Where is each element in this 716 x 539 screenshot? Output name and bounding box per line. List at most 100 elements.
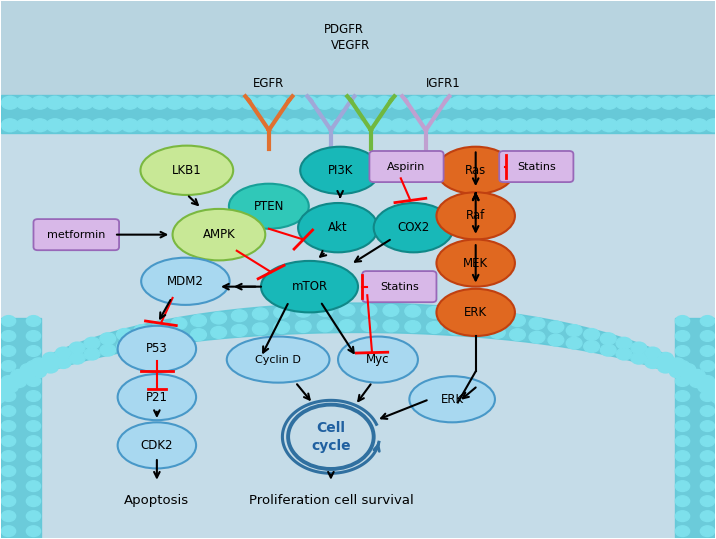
Circle shape <box>660 119 677 132</box>
Bar <box>675 318 715 537</box>
Circle shape <box>316 96 333 109</box>
Circle shape <box>556 96 573 109</box>
Circle shape <box>317 320 333 332</box>
Circle shape <box>20 371 36 383</box>
Circle shape <box>450 96 468 109</box>
Circle shape <box>26 451 41 461</box>
Circle shape <box>495 119 513 132</box>
Circle shape <box>361 320 377 331</box>
Ellipse shape <box>300 147 380 194</box>
Circle shape <box>26 345 41 356</box>
Circle shape <box>77 96 93 109</box>
Text: Ras: Ras <box>465 164 486 177</box>
Circle shape <box>43 353 58 364</box>
Circle shape <box>705 382 716 393</box>
Circle shape <box>47 119 64 132</box>
Circle shape <box>1 345 16 356</box>
Circle shape <box>480 119 498 132</box>
Circle shape <box>11 369 26 381</box>
Circle shape <box>106 96 123 109</box>
Circle shape <box>69 342 85 354</box>
Circle shape <box>0 394 1 406</box>
Circle shape <box>658 361 673 373</box>
Circle shape <box>480 96 498 109</box>
Circle shape <box>271 119 288 132</box>
Circle shape <box>450 119 468 132</box>
Circle shape <box>1 496 16 507</box>
Circle shape <box>406 119 423 132</box>
Circle shape <box>62 96 79 109</box>
Circle shape <box>631 119 647 132</box>
Circle shape <box>271 96 288 109</box>
Circle shape <box>405 321 420 333</box>
Circle shape <box>675 436 690 446</box>
Circle shape <box>645 357 661 368</box>
Circle shape <box>631 96 647 109</box>
Circle shape <box>383 305 399 316</box>
Circle shape <box>490 312 505 324</box>
Circle shape <box>700 451 715 461</box>
Circle shape <box>675 511 690 522</box>
Circle shape <box>231 310 247 322</box>
Circle shape <box>346 96 363 109</box>
Circle shape <box>91 96 108 109</box>
Text: IGFR1: IGFR1 <box>426 77 461 90</box>
Circle shape <box>211 119 228 132</box>
Circle shape <box>166 96 183 109</box>
Circle shape <box>421 119 438 132</box>
Circle shape <box>465 119 483 132</box>
Circle shape <box>0 388 6 400</box>
Circle shape <box>675 466 690 476</box>
Circle shape <box>181 119 198 132</box>
Text: VEGFR: VEGFR <box>332 39 370 52</box>
Circle shape <box>616 119 633 132</box>
Circle shape <box>391 96 408 109</box>
Ellipse shape <box>141 258 230 305</box>
Circle shape <box>331 119 348 132</box>
Ellipse shape <box>374 203 453 252</box>
Circle shape <box>715 397 716 409</box>
Circle shape <box>241 96 258 109</box>
Circle shape <box>529 317 545 329</box>
Circle shape <box>196 96 213 109</box>
Text: metformin: metformin <box>47 230 105 240</box>
Circle shape <box>658 353 673 364</box>
Circle shape <box>700 361 715 371</box>
Circle shape <box>675 526 690 536</box>
Text: P53: P53 <box>146 342 168 355</box>
Circle shape <box>700 330 715 341</box>
Polygon shape <box>0 303 716 414</box>
Text: Statins: Statins <box>517 162 556 171</box>
Circle shape <box>427 307 442 318</box>
Circle shape <box>715 394 716 406</box>
Ellipse shape <box>261 261 358 313</box>
Circle shape <box>469 324 485 336</box>
Circle shape <box>700 526 715 536</box>
Circle shape <box>26 406 41 417</box>
Circle shape <box>296 305 311 317</box>
Circle shape <box>121 96 138 109</box>
Circle shape <box>196 119 213 132</box>
Circle shape <box>62 119 79 132</box>
Circle shape <box>55 357 71 368</box>
Circle shape <box>84 337 100 349</box>
Circle shape <box>171 331 187 343</box>
Circle shape <box>1 451 16 461</box>
Circle shape <box>296 321 311 333</box>
Circle shape <box>675 96 692 109</box>
Circle shape <box>680 371 696 383</box>
Circle shape <box>134 324 150 336</box>
Circle shape <box>448 323 463 335</box>
Ellipse shape <box>298 203 378 252</box>
Circle shape <box>700 496 715 507</box>
Circle shape <box>26 496 41 507</box>
Circle shape <box>690 376 705 388</box>
Circle shape <box>705 386 716 398</box>
Circle shape <box>566 337 582 349</box>
Circle shape <box>3 381 18 393</box>
Text: ERK: ERK <box>440 393 464 406</box>
Text: PDGFR: PDGFR <box>324 23 364 36</box>
Circle shape <box>26 391 41 402</box>
Circle shape <box>675 406 690 417</box>
Ellipse shape <box>338 336 418 383</box>
